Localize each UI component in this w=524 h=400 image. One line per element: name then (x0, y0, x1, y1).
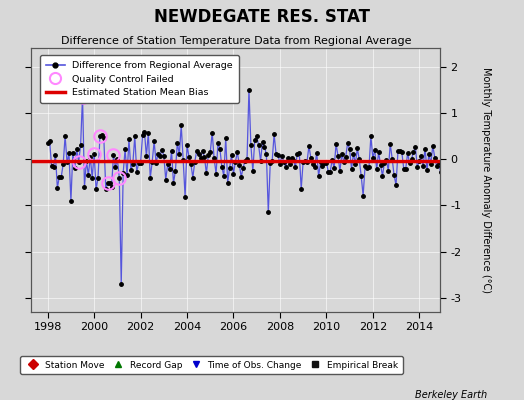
Y-axis label: Monthly Temperature Anomaly Difference (°C): Monthly Temperature Anomaly Difference (… (481, 67, 491, 293)
Text: NEWDEGATE RES. STAT: NEWDEGATE RES. STAT (154, 8, 370, 26)
Title: Difference of Station Temperature Data from Regional Average: Difference of Station Temperature Data f… (61, 36, 411, 46)
Legend: Station Move, Record Gap, Time of Obs. Change, Empirical Break: Station Move, Record Gap, Time of Obs. C… (20, 356, 403, 374)
Text: Berkeley Earth: Berkeley Earth (415, 390, 487, 400)
